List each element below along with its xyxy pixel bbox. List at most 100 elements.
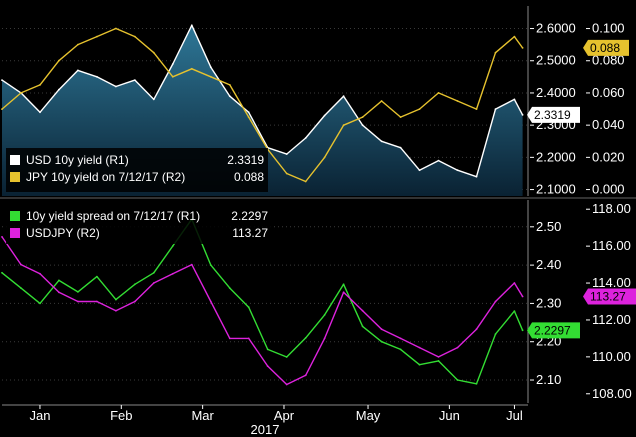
data-point bbox=[96, 275, 98, 278]
data-point bbox=[228, 95, 231, 98]
data-point bbox=[437, 92, 440, 94]
data-point bbox=[58, 279, 60, 282]
data-point bbox=[513, 282, 516, 284]
data-point bbox=[521, 329, 524, 332]
data-point bbox=[342, 124, 345, 127]
legend-swatch bbox=[10, 228, 20, 238]
legend-swatch bbox=[10, 172, 20, 182]
y-tick-label: 2.10 bbox=[536, 372, 561, 387]
y-tick-label: 0.040 bbox=[592, 117, 625, 132]
data-point bbox=[115, 85, 117, 88]
data-point bbox=[77, 69, 79, 72]
data-point bbox=[399, 337, 402, 340]
data-point bbox=[228, 337, 231, 340]
data-point bbox=[437, 356, 440, 358]
legend-label: USD 10y yield (R1) bbox=[26, 153, 129, 167]
legend-value: 0.088 bbox=[234, 170, 264, 184]
data-point bbox=[96, 300, 98, 303]
data-point bbox=[285, 172, 288, 175]
last-value-tag bbox=[527, 106, 580, 123]
data-point bbox=[323, 337, 326, 340]
data-point bbox=[456, 169, 459, 172]
data-point bbox=[247, 116, 250, 118]
y-tick-label: 2.50 bbox=[536, 219, 561, 234]
data-point bbox=[342, 95, 345, 98]
data-point bbox=[285, 356, 288, 358]
y-tick-label: 0.080 bbox=[592, 53, 625, 68]
y-tick-label: 118.00 bbox=[592, 201, 631, 216]
data-point bbox=[134, 300, 136, 303]
data-point bbox=[456, 379, 459, 381]
data-point bbox=[39, 84, 41, 86]
data-point bbox=[58, 59, 60, 62]
data-point bbox=[171, 63, 174, 65]
data-point bbox=[190, 263, 193, 266]
data-point bbox=[228, 287, 231, 289]
y-tick-label: 2.30 bbox=[536, 295, 561, 310]
data-point bbox=[134, 35, 136, 38]
data-point bbox=[115, 27, 117, 30]
legend-label: USDJPY (R2) bbox=[26, 226, 100, 240]
top-panel: 2.60002.50002.40002.30002.20002.10000.10… bbox=[1, 6, 629, 197]
last-value-tag bbox=[527, 322, 580, 339]
data-point bbox=[39, 272, 41, 275]
data-point bbox=[475, 175, 478, 178]
legend-value: 2.2297 bbox=[231, 209, 268, 223]
data-point bbox=[380, 100, 383, 102]
data-point bbox=[20, 263, 22, 266]
data-point bbox=[171, 272, 174, 275]
data-point bbox=[96, 35, 98, 38]
data-point bbox=[323, 114, 326, 117]
data-point bbox=[77, 43, 79, 46]
data-point bbox=[209, 66, 212, 69]
data-point bbox=[152, 271, 155, 274]
y-tick-label: 116.00 bbox=[592, 238, 631, 253]
data-point bbox=[323, 156, 326, 159]
data-point bbox=[209, 75, 212, 78]
data-point bbox=[494, 300, 497, 303]
data-point bbox=[456, 346, 459, 349]
data-point bbox=[513, 35, 516, 38]
data-point bbox=[437, 159, 440, 162]
data-point bbox=[475, 382, 478, 385]
data-point bbox=[399, 146, 402, 149]
y-tick-label: 2.1000 bbox=[536, 182, 576, 197]
data-point bbox=[190, 67, 193, 70]
y-tick-label: 112.00 bbox=[592, 312, 631, 327]
data-point bbox=[152, 282, 155, 284]
data-point bbox=[399, 348, 402, 351]
last-value-label: 113.27 bbox=[590, 290, 626, 304]
data-point bbox=[171, 75, 174, 78]
data-point bbox=[342, 291, 345, 294]
data-point bbox=[209, 264, 212, 266]
data-point bbox=[20, 92, 22, 94]
data-point bbox=[361, 124, 364, 127]
data-point bbox=[304, 180, 307, 183]
data-point bbox=[1, 108, 3, 110]
data-point bbox=[437, 360, 440, 362]
x-tick-label: Jun bbox=[439, 408, 460, 423]
data-point bbox=[521, 295, 524, 298]
y-tick-label: 2.40 bbox=[536, 257, 561, 272]
data-point bbox=[475, 328, 478, 331]
data-point bbox=[494, 51, 497, 54]
data-point bbox=[152, 98, 155, 101]
data-point bbox=[513, 310, 516, 312]
x-tick-label: Jul bbox=[506, 408, 523, 423]
data-point bbox=[134, 283, 136, 286]
data-point bbox=[380, 140, 383, 143]
y-tick-label: 2.6000 bbox=[536, 21, 576, 36]
legend-label: 10y yield spread on 7/12/17 (R1) bbox=[26, 209, 200, 223]
x-tick-label: Jan bbox=[29, 408, 50, 423]
last-value-tag bbox=[583, 288, 636, 305]
legend-swatch bbox=[10, 155, 20, 165]
data-point bbox=[513, 98, 516, 101]
y-tick-label: 108.00 bbox=[592, 386, 632, 401]
data-point bbox=[304, 374, 307, 377]
legend-swatch bbox=[10, 211, 20, 221]
data-point bbox=[96, 75, 98, 78]
data-point bbox=[399, 116, 402, 118]
data-point bbox=[1, 236, 3, 238]
data-point bbox=[494, 108, 497, 110]
